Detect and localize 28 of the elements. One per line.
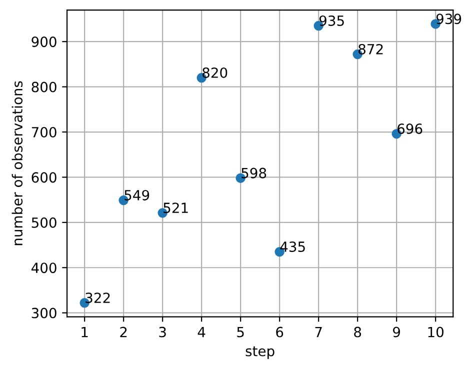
x-tick-label: 9 [393,326,400,338]
x-tick-label: 8 [354,326,362,338]
x-tick-label: 1 [82,326,88,338]
data-label: 521 [164,202,188,214]
y-tick-label: 900 [32,36,56,48]
x-tick-label: 3 [159,326,166,338]
x-tick-label: 5 [237,326,244,338]
x-axis-title: step [246,346,274,359]
data-label: 435 [280,241,305,252]
y-tick-label: 700 [32,126,56,138]
y-tick-label: 400 [31,262,56,274]
data-label: 935 [319,15,344,26]
x-tick-label: 4 [198,326,206,338]
y-tick-label: 300 [32,308,56,318]
y-tick-label: 800 [32,82,56,92]
data-label: 696 [398,124,422,134]
y-tick-label: 600 [32,172,56,183]
y-tick-label: 500 [32,217,56,228]
data-label: 598 [242,168,266,178]
x-tick-label: 6 [276,326,284,338]
x-tick-label: 10 [428,326,444,338]
data-label: 872 [358,44,383,54]
x-tick-label: 2 [120,326,127,338]
data-label: 322 [86,292,110,304]
y-axis-title: number of observations [12,81,23,246]
x-tick-label: 7 [315,326,322,338]
data-label: 820 [202,67,228,78]
data-label: 549 [124,190,150,200]
